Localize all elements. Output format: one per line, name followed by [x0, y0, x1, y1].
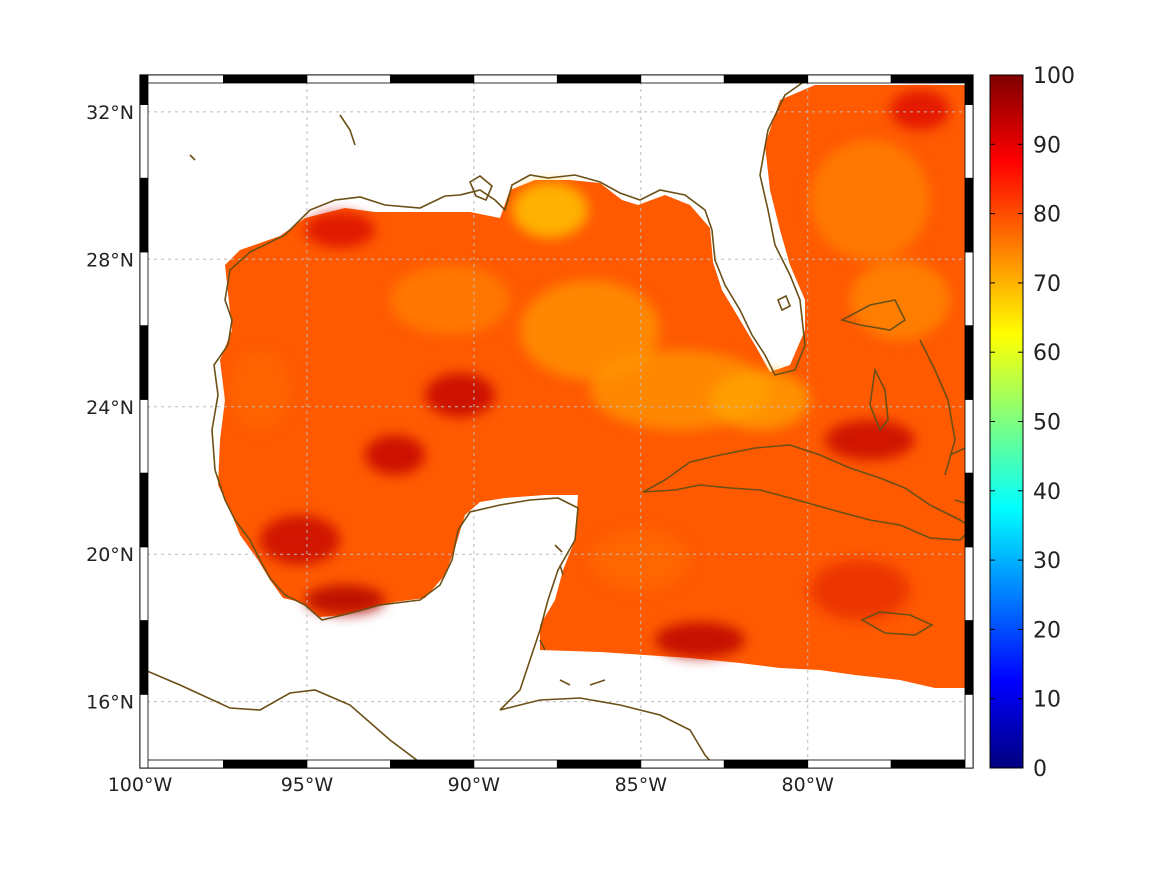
- frame-segment-bottom: [139, 759, 224, 769]
- frame-segment-right: [964, 177, 974, 253]
- frame-segment-bottom: [473, 759, 558, 769]
- frame-segment-top: [139, 74, 224, 84]
- latitude-labels: 32°N 28°N 24°N 20°N 16°N: [86, 102, 134, 714]
- colorbar-gradient: [989, 74, 1024, 769]
- frame-segment-right: [964, 693, 974, 769]
- field-texture: [230, 90, 950, 658]
- frame-segment-left: [139, 693, 149, 769]
- lon-label: 90°W: [448, 774, 501, 796]
- lat-label: 16°N: [86, 692, 134, 714]
- colorbar-label: 10: [1033, 688, 1061, 713]
- map-grid: [140, 75, 973, 768]
- frame-segment-right: [964, 251, 974, 327]
- colorbar-label: 100: [1033, 64, 1075, 89]
- frame-segment-right: [964, 472, 974, 548]
- frame-segment-bottom: [306, 759, 391, 769]
- inland-lake-1: [339, 114, 356, 146]
- frame-segment-right: [964, 546, 974, 621]
- colorbar-label: 60: [1033, 341, 1061, 366]
- colorbar-label: 30: [1033, 549, 1061, 574]
- lon-label: 80°W: [782, 774, 835, 796]
- lat-label: 24°N: [86, 397, 134, 419]
- frame-segment-right: [964, 104, 974, 179]
- frame-segment-right: [964, 325, 974, 400]
- coastlines: [140, 75, 973, 768]
- colorbar-label: 20: [1033, 618, 1061, 643]
- frame-segment-top: [723, 74, 809, 84]
- frame-segment-left: [139, 251, 149, 327]
- frame-segment-left: [139, 546, 149, 621]
- lat-label: 20°N: [86, 544, 134, 566]
- bahamas-andros: [869, 367, 889, 432]
- map-frame: [139, 74, 974, 769]
- central-america-coast: [499, 697, 718, 768]
- frame-segment-top: [223, 74, 308, 84]
- longitude-labels: 100°W 95°W 90°W 85°W 80°W: [108, 774, 834, 796]
- frame-segment-bottom: [556, 759, 642, 769]
- frame-segment-top: [556, 74, 642, 84]
- pacific-coast: [140, 667, 429, 768]
- yucatan-islands: [539, 544, 564, 651]
- colorbar-label: 40: [1033, 480, 1061, 505]
- frame-segment-top: [473, 74, 558, 84]
- gulf-coast-mexico: [214, 469, 579, 711]
- lat-label: 28°N: [86, 249, 134, 271]
- gulf-coast-north: [211, 75, 813, 471]
- colorbar-label: 0: [1033, 757, 1047, 782]
- frame-segment-left: [139, 325, 149, 400]
- lon-label: 85°W: [615, 774, 668, 796]
- ocean-heat-field: [218, 85, 965, 688]
- frame-segment-left: [139, 472, 149, 548]
- frame-segment-bottom: [807, 759, 892, 769]
- lon-label: 95°W: [281, 774, 334, 796]
- frame-segment-top: [640, 74, 725, 84]
- frame-segment-right: [964, 74, 974, 105]
- colorbar-label: 90: [1033, 133, 1061, 158]
- lat-label: 32°N: [86, 102, 134, 124]
- inland-lake-2: [189, 154, 196, 161]
- frame-segment-bottom: [890, 759, 974, 769]
- frame-segment-bottom: [723, 759, 809, 769]
- colorbar-label: 80: [1033, 203, 1061, 228]
- frame-segment-top: [807, 74, 892, 84]
- frame-segment-left: [139, 177, 149, 253]
- jamaica: [860, 611, 934, 636]
- frame-segment-left: [139, 74, 149, 105]
- frame-segment-top: [390, 74, 475, 84]
- colorbar-label: 50: [1033, 411, 1061, 436]
- frame-segment-right: [964, 398, 974, 474]
- mississippi-delta: [468, 175, 493, 202]
- honduras-islands: [559, 679, 606, 686]
- frame-segment-bottom: [640, 759, 725, 769]
- bahamas-north: [839, 299, 907, 331]
- lake-okeechobee: [776, 294, 792, 312]
- frame-segment-left: [139, 104, 149, 179]
- lon-label: 100°W: [108, 774, 173, 796]
- bahamas-east: [919, 339, 956, 476]
- frame-segment-bottom: [390, 759, 475, 769]
- frame-segment-left: [139, 620, 149, 695]
- frame-segment-bottom: [223, 759, 308, 769]
- frame-segment-top: [890, 74, 974, 84]
- frame-segment-left: [139, 398, 149, 474]
- frame-segment-right: [964, 620, 974, 695]
- colorbar-label: 70: [1033, 272, 1061, 297]
- frame-segment-top: [306, 74, 391, 84]
